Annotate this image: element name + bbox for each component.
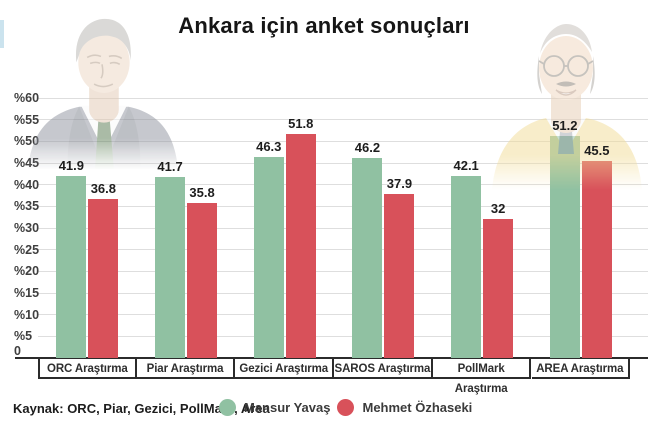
bar-value-label: 37.9 bbox=[386, 175, 413, 191]
bar-mehmet-ozhaseki bbox=[187, 202, 218, 358]
bar-value-label: 36.8 bbox=[90, 180, 116, 196]
y-axis-tick-label: %5 bbox=[14, 329, 33, 344]
gridline bbox=[38, 227, 648, 229]
gridline bbox=[38, 97, 648, 99]
gridline bbox=[38, 335, 648, 337]
bar-value-label: 41.9 bbox=[58, 158, 84, 174]
bar-mansur-yavas bbox=[352, 157, 383, 358]
bar-mehmet-ozhaseki bbox=[384, 193, 415, 358]
gridline bbox=[38, 205, 648, 207]
bar-mehmet-ozhaseki bbox=[88, 198, 119, 358]
y-axis-tick-label: %35 bbox=[14, 199, 40, 214]
bar-value-label: 35.8 bbox=[189, 184, 215, 200]
x-axis-category-label: PollMark Araştırma bbox=[432, 359, 532, 395]
bar-value-label: 46.3 bbox=[256, 139, 282, 155]
y-axis-tick-label: %15 bbox=[14, 286, 40, 300]
bar-mansur-yavas bbox=[155, 177, 186, 358]
legend-label: Mansur Yavaş bbox=[244, 400, 331, 415]
bar-mansur-yavas bbox=[56, 176, 87, 358]
bar-mansur-yavas bbox=[549, 136, 580, 358]
bar-mehmet-ozhaseki bbox=[483, 219, 514, 358]
bar-value-label: 41.7 bbox=[157, 159, 183, 175]
y-axis-tick-label: %60 bbox=[14, 91, 40, 105]
gridline bbox=[38, 184, 648, 186]
bar-mansur-yavas bbox=[451, 175, 482, 358]
bar-mehmet-ozhaseki bbox=[581, 160, 612, 358]
y-axis-tick-label: %50 bbox=[14, 134, 40, 149]
y-axis-tick-label: %30 bbox=[14, 221, 40, 235]
page-title: Ankara için anket sonuçları bbox=[178, 13, 470, 38]
y-axis-tick-label: %40 bbox=[14, 177, 40, 192]
x-axis-category-label: Piar Araştırma bbox=[136, 359, 236, 379]
bar-mansur-yavas bbox=[253, 157, 284, 358]
bar-value-label: 42.1 bbox=[453, 157, 479, 173]
gridline bbox=[38, 162, 648, 164]
legend-dot-red-icon bbox=[337, 399, 355, 416]
gridline bbox=[38, 270, 648, 272]
x-axis-category-label: SAROS Araştırma bbox=[334, 359, 433, 379]
accent-strip bbox=[0, 20, 4, 48]
bar-value-label: 46.2 bbox=[354, 139, 381, 155]
y-axis-tick-label: %10 bbox=[14, 307, 40, 322]
bar-value-label: 32 bbox=[490, 201, 506, 217]
y-axis-tick-label: %20 bbox=[14, 264, 40, 279]
y-axis-tick-label: %55 bbox=[14, 112, 40, 127]
y-axis-tick-label: %25 bbox=[14, 242, 40, 257]
x-axis-category-label: Gezici Araştırma bbox=[235, 359, 335, 379]
bar-value-label: 51.2 bbox=[552, 118, 578, 134]
bar-mehmet-ozhaseki bbox=[285, 133, 316, 358]
y-axis-tick-label: 0 bbox=[14, 344, 21, 358]
bar-value-label: 45.5 bbox=[584, 142, 610, 158]
gridline bbox=[38, 249, 648, 251]
x-axis-line bbox=[15, 357, 648, 359]
gridline bbox=[38, 292, 648, 294]
source-note: Kaynak: ORC, Piar, Gezici, PollMark, Are… bbox=[13, 401, 270, 416]
x-axis-category-label: AREA Araştırma bbox=[531, 359, 631, 379]
legend-item-mansur-yavas: Mansur Yavaş bbox=[219, 399, 330, 416]
gridline bbox=[38, 314, 648, 316]
x-axis-category-label: ORC Araştırma bbox=[38, 359, 137, 379]
legend-item-mehmet-ozhaseki: Mehmet Özhaseki bbox=[337, 399, 472, 416]
gridline bbox=[38, 119, 648, 121]
bar-value-label: 51.8 bbox=[288, 115, 314, 131]
legend-dot-green-icon bbox=[219, 399, 236, 416]
legend-label: Mehmet Özhaseki bbox=[362, 400, 473, 415]
gridline bbox=[38, 140, 648, 142]
legend: Mansur Yavaş Mehmet Özhaseki bbox=[219, 399, 472, 416]
